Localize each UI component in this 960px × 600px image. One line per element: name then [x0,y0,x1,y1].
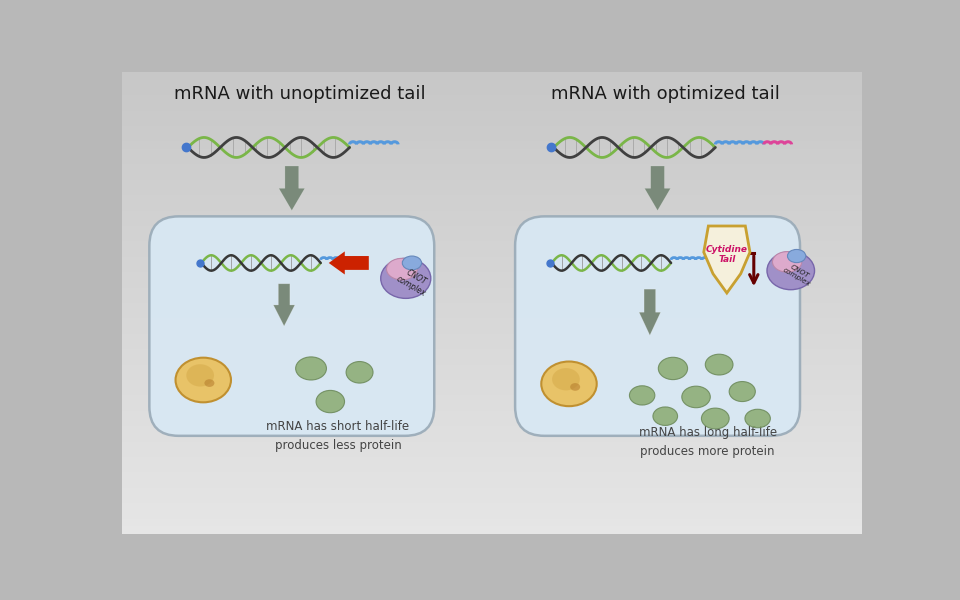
Text: CNOT
complex: CNOT complex [395,266,432,299]
Ellipse shape [773,251,802,272]
Bar [123,233,861,241]
Bar [123,88,861,95]
Text: CNOT
complex: CNOT complex [781,261,815,287]
Bar [123,419,861,426]
Bar [123,249,861,257]
Bar [123,72,861,80]
FancyBboxPatch shape [516,217,800,436]
Bar [123,496,861,503]
Ellipse shape [176,358,231,403]
Bar [123,341,861,349]
Ellipse shape [570,383,580,391]
Bar [123,211,861,218]
Text: mRNA with unoptimized tail: mRNA with unoptimized tail [174,85,425,103]
Bar [123,442,861,449]
Bar [123,518,861,526]
Bar [123,134,861,141]
Bar [123,349,861,357]
Bar [123,511,861,518]
Ellipse shape [767,251,814,290]
Ellipse shape [381,259,431,298]
Bar [123,218,861,226]
Bar [123,311,861,319]
Bar [123,388,861,395]
Bar [123,426,861,434]
Ellipse shape [630,386,655,405]
Ellipse shape [347,362,373,383]
Ellipse shape [706,354,733,375]
Bar [123,326,861,334]
Bar [123,280,861,287]
Ellipse shape [702,408,730,429]
Bar [123,172,861,180]
Bar [123,80,861,88]
Ellipse shape [653,407,678,425]
Bar [123,149,861,157]
Text: mRNA has short half-life
produces less protein: mRNA has short half-life produces less p… [267,420,410,452]
Bar [123,403,861,411]
Bar [123,265,861,272]
Bar [123,287,861,295]
Text: mRNA has long half-life
produces more protein: mRNA has long half-life produces more pr… [638,426,777,458]
Bar [123,103,861,110]
Ellipse shape [682,386,710,408]
Bar [123,365,861,372]
Bar [123,457,861,464]
Ellipse shape [296,357,326,380]
Bar [123,526,861,534]
Bar [123,449,861,457]
Bar [123,395,861,403]
Bar [123,303,861,311]
Ellipse shape [541,362,597,406]
Bar [123,434,861,442]
Bar [123,272,861,280]
Ellipse shape [659,357,687,380]
Bar [123,503,861,511]
Ellipse shape [745,409,770,428]
Bar [123,295,861,303]
Polygon shape [274,284,295,326]
Bar [123,488,861,496]
Bar [123,180,861,187]
Bar [123,157,861,164]
Bar [123,480,861,488]
Text: mRNA with optimized tail: mRNA with optimized tail [551,85,780,103]
Bar [123,195,861,203]
Ellipse shape [402,256,421,270]
Bar [123,257,861,265]
Polygon shape [328,251,369,275]
Polygon shape [278,166,305,211]
Bar [123,472,861,480]
Ellipse shape [730,382,756,401]
Bar [123,357,861,365]
Bar [123,126,861,134]
Ellipse shape [787,250,805,263]
FancyBboxPatch shape [150,217,434,436]
Bar [123,118,861,126]
Polygon shape [639,289,660,335]
Bar [123,241,861,249]
Polygon shape [644,166,671,211]
Bar [123,372,861,380]
Bar [123,95,861,103]
Bar [123,226,861,233]
Bar [123,334,861,341]
Ellipse shape [186,364,214,386]
Bar [123,380,861,388]
Ellipse shape [387,259,418,280]
Bar [123,187,861,195]
Bar [123,141,861,149]
Bar [123,203,861,211]
Bar [123,164,861,172]
Text: Cytidine
Tail: Cytidine Tail [706,245,748,264]
Ellipse shape [204,379,214,387]
Bar [123,464,861,472]
Bar [123,319,861,326]
Bar [123,110,861,118]
Ellipse shape [552,368,580,391]
Bar [123,411,861,419]
Polygon shape [704,226,750,293]
Ellipse shape [316,391,345,413]
